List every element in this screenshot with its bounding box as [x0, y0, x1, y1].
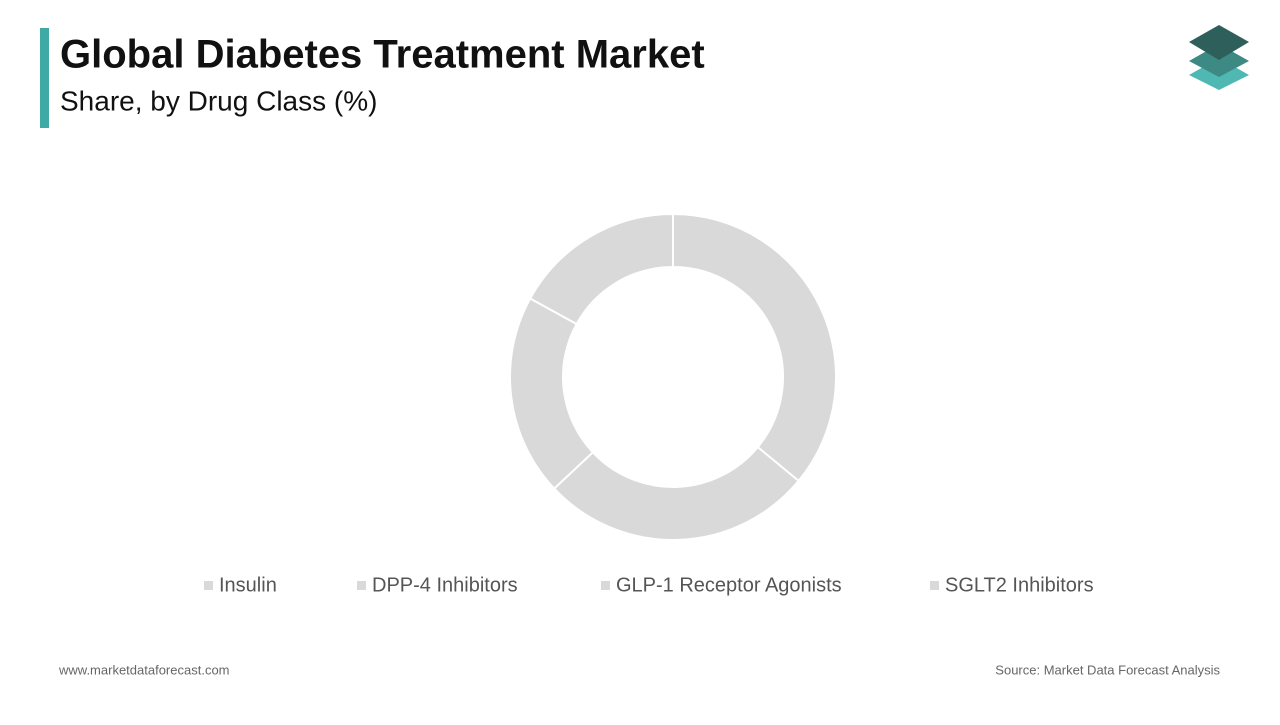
donut-slice: [672, 212, 837, 483]
legend-label: SGLT2 Inhibitors: [945, 574, 1094, 596]
legend-marker: [601, 581, 610, 590]
legend-marker: [204, 581, 213, 590]
chart-title: Global Diabetes Treatment Market: [60, 33, 705, 77]
legend-marker: [930, 581, 939, 590]
legend-label: DPP-4 Inhibitors: [372, 574, 518, 596]
legend-marker: [357, 581, 366, 590]
chart-subtitle: Share, by Drug Class (%): [60, 85, 377, 116]
title-accent: [40, 28, 49, 128]
donut-slice: [552, 445, 801, 541]
donut-slice: [509, 297, 595, 490]
legend-label: Insulin: [219, 574, 277, 596]
website: www.marketdataforecast.com: [58, 662, 230, 677]
legend-label: GLP-1 Receptor Agonists: [616, 574, 842, 596]
logo: [1189, 25, 1249, 90]
donut-slice: [528, 212, 674, 326]
source: Source: Market Data Forecast Analysis: [995, 662, 1220, 677]
